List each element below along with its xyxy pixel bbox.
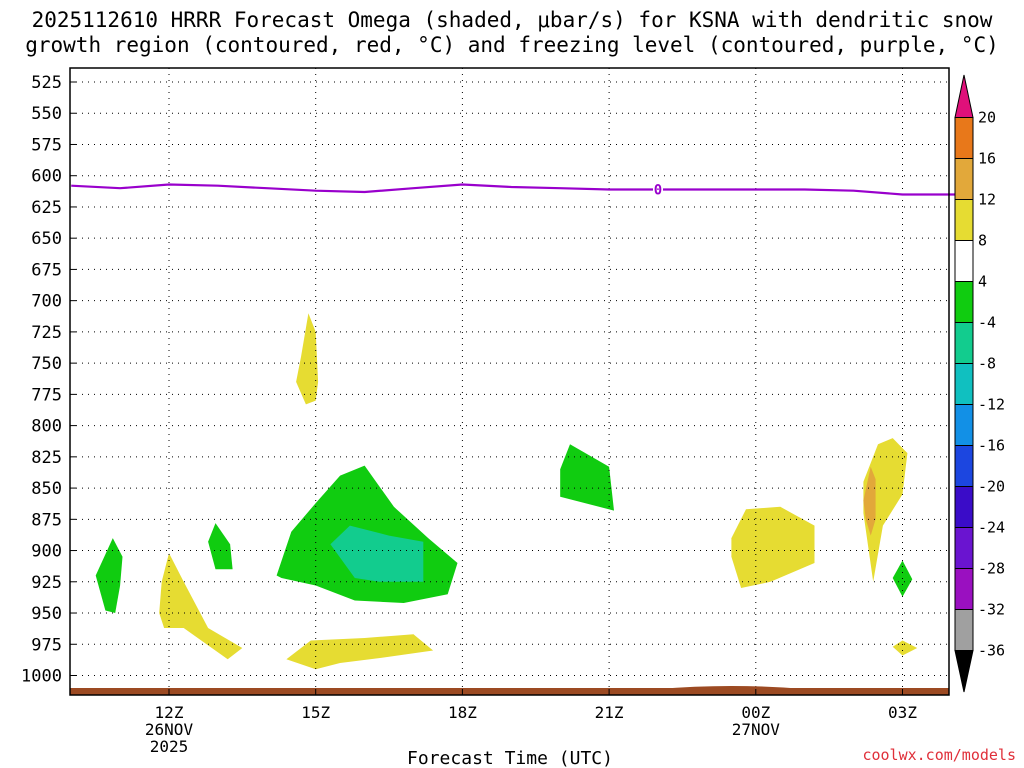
- colorbar-label-1: -32: [978, 601, 1005, 619]
- colorbar-label-12: 16: [978, 150, 996, 168]
- y-tick-label-1: 550: [31, 104, 62, 124]
- y-tick-label-19: 1000: [21, 667, 62, 687]
- freezing-level-layer: 0: [71, 182, 962, 198]
- colorbar-segment-5: [954, 404, 974, 446]
- y-tick-label-0: 525: [31, 73, 62, 93]
- freezing-level-label: 0: [654, 182, 662, 198]
- omega-region-8: [208, 523, 233, 570]
- colorbar-label-13: 20: [978, 109, 996, 127]
- omega-region-0: [296, 313, 319, 405]
- colorbar-segment-11: [954, 158, 974, 200]
- y-tick-label-3: 600: [31, 167, 62, 187]
- colorbar-label-10: 8: [978, 232, 987, 250]
- y-tick-label-4: 625: [31, 198, 62, 218]
- chart-title-line-2: growth region (contoured, red, °C) and f…: [25, 33, 999, 57]
- credit-text[interactable]: coolwx.com/models: [862, 746, 1016, 764]
- y-tick-label-14: 875: [31, 510, 62, 530]
- x-axis-label: Forecast Time (UTC): [407, 748, 613, 768]
- colorbar-label-4: -20: [978, 478, 1005, 496]
- x-tick-label-2: 18Z: [448, 703, 477, 722]
- y-tick-label-8: 725: [31, 323, 62, 343]
- omega-region-1: [159, 553, 243, 660]
- pressure-axis: 525 550 575 600 625 650 675 700 725 750 775 800 825 8…: [21, 73, 76, 687]
- colorbar-segment-12: [954, 117, 974, 159]
- colorbar-label-7: -8: [978, 355, 996, 373]
- y-tick-label-2: 575: [31, 135, 62, 155]
- y-tick-label-7: 700: [31, 292, 62, 312]
- colorbar-segment-3: [954, 486, 974, 528]
- colorbar-segment-9: [954, 240, 974, 282]
- omega-region-10: [560, 444, 614, 511]
- colorbar-segment-8: [954, 281, 974, 323]
- omega-region-4: [863, 438, 908, 582]
- y-tick-label-15: 900: [31, 542, 62, 562]
- ground-strip: [70, 688, 949, 695]
- x-tick-date-4: 27NOV: [732, 720, 781, 739]
- colorbar-label-9: 4: [978, 273, 987, 291]
- colorbar-label-2: -28: [978, 560, 1005, 578]
- colorbar-segment-2: [954, 527, 974, 569]
- colorbar-label-6: -12: [978, 396, 1005, 414]
- freezing-level-line: [71, 183, 962, 196]
- y-tick-label-13: 850: [31, 479, 62, 499]
- y-tick-label-9: 750: [31, 354, 62, 374]
- grid-lines: [70, 68, 949, 695]
- freezing-label-bg: [653, 182, 663, 197]
- colorbar-segment-0: [954, 609, 974, 651]
- omega-region-3: [731, 506, 815, 588]
- x-tick-date-0: 26NOV: [145, 720, 194, 739]
- colorbar-segment-4: [954, 445, 974, 487]
- x-tick-label-4: 00Z: [741, 703, 770, 722]
- colorbar-label-5: -16: [978, 437, 1005, 455]
- colorbar-segment-1: [954, 568, 974, 610]
- x-tick-label-0: 12Z: [155, 703, 184, 722]
- y-tick-label-17: 950: [31, 604, 62, 624]
- x-tick-label-3: 21Z: [595, 703, 624, 722]
- colorbar-under-arrow: [954, 650, 974, 693]
- x-tick-label-1: 15Z: [301, 703, 330, 722]
- y-tick-label-12: 825: [31, 448, 62, 468]
- omega-region-6: [863, 466, 876, 536]
- x-tick-label-5: 03Z: [888, 703, 917, 722]
- y-tick-label-10: 775: [31, 385, 62, 405]
- ground-bump: [658, 686, 805, 689]
- y-tick-label-18: 975: [31, 635, 62, 655]
- omega-colorbar: -36 -32 -28 -24 -20 -16 -12 -8 -4 4 8 12 16 20: [954, 74, 1005, 693]
- colorbar-label-8: -4: [978, 314, 996, 332]
- y-tick-label-6: 675: [31, 260, 62, 280]
- plot-frame: [69, 67, 950, 696]
- y-tick-label-5: 650: [31, 229, 62, 249]
- omega-region-5: [892, 640, 918, 656]
- colorbar-label-11: 12: [978, 191, 996, 209]
- colorbar-segment-7: [954, 322, 974, 364]
- colorbar-label-3: -24: [978, 519, 1005, 537]
- y-tick-label-11: 800: [31, 417, 62, 437]
- colorbar-over-arrow: [954, 74, 974, 118]
- omega-region-7: [95, 538, 123, 613]
- ground-layer: [70, 686, 949, 695]
- x-tick-year-0: 2025: [150, 737, 189, 756]
- y-tick-label-16: 925: [31, 573, 62, 593]
- colorbar-label-0: -36: [978, 642, 1005, 660]
- omega-region-2: [286, 634, 434, 670]
- omega-shading: [95, 313, 918, 670]
- colorbar-segment-6: [954, 363, 974, 405]
- colorbar-segment-10: [954, 199, 974, 241]
- chart-title-line-1: 2025112610 HRRR Forecast Omega (shaded, …: [31, 8, 993, 32]
- omega-region-12: [330, 525, 424, 582]
